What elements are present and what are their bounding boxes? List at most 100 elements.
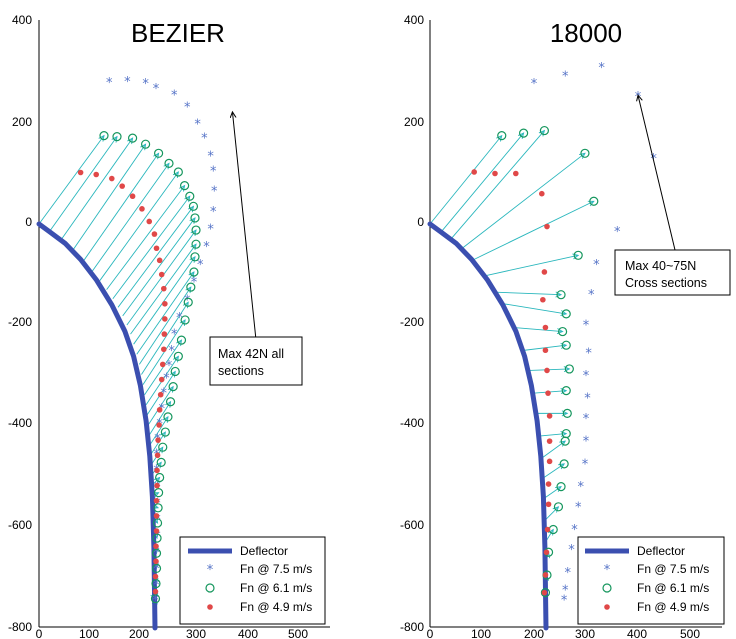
force-arrow: [149, 416, 169, 446]
force-arrow: [106, 185, 185, 290]
dot-marker: [158, 376, 165, 383]
circle-marker: [158, 442, 168, 452]
x-tick-label: 200: [129, 627, 149, 639]
dot-marker: [154, 452, 161, 459]
dot-marker: [545, 481, 552, 487]
dot-marker: [153, 528, 160, 534]
circle-marker: [556, 290, 566, 300]
dot-marker: [109, 175, 115, 182]
force-arrow: [147, 386, 174, 426]
circle-marker: [151, 548, 162, 558]
annotation-arrow: [638, 95, 676, 251]
star-marker: *: [153, 579, 160, 594]
circle-marker: [168, 382, 178, 392]
star-marker: *: [166, 359, 173, 374]
circle-marker: [561, 340, 571, 350]
star-marker: *: [106, 76, 113, 91]
x-tick-label: 0: [427, 627, 434, 639]
force-arrow: [486, 254, 579, 276]
dot-marker: [542, 572, 549, 578]
legend-bezier: Deflector * Fn @ 7.5 m/s Fn @ 6.1 m/s Fn…: [179, 536, 326, 625]
dot-marker: [542, 324, 549, 331]
circle-marker: [154, 148, 164, 158]
legend-deflector-label: Deflector: [240, 544, 288, 558]
plot-area-18000: **********************: [427, 61, 676, 631]
dot-marker: [161, 346, 167, 353]
star-marker: *: [571, 523, 578, 538]
star-marker: *: [194, 118, 201, 133]
force-arrow: [148, 401, 171, 436]
legend-deflector-label: Deflector: [637, 544, 685, 558]
circle-marker: [589, 196, 599, 206]
dot-marker: [471, 169, 478, 175]
dot-marker: [146, 218, 153, 225]
force-arrow: [117, 206, 194, 308]
x-tick-label: 300: [575, 627, 595, 639]
x-tick-label: 0: [36, 627, 43, 639]
dot-marker: [77, 169, 84, 176]
y-tick-label: -800: [8, 620, 32, 634]
legend-fn49-label: Fn @ 4.9 m/s: [240, 600, 312, 614]
circle-marker: [190, 252, 200, 262]
star-marker: *: [598, 61, 605, 76]
circle-marker: [562, 408, 572, 418]
star-marker: *: [203, 240, 210, 255]
circle-marker: [152, 533, 162, 543]
circle-marker: [553, 502, 564, 512]
circle-marker: [156, 457, 166, 467]
circle-marker: [173, 167, 183, 177]
x-tick-label: 500: [288, 627, 308, 639]
legend-star-swatch: *: [207, 563, 214, 578]
star-marker: *: [588, 288, 595, 303]
dot-marker: [153, 558, 159, 565]
circle-marker: [564, 364, 574, 374]
annotation-arrow: [232, 112, 257, 341]
circle-marker: [190, 213, 200, 223]
dot-marker: [153, 497, 160, 504]
legend-fn61-label: Fn @ 6.1 m/s: [240, 581, 312, 595]
legend-circle-swatch: [205, 583, 215, 593]
star-marker: *: [154, 513, 161, 528]
star-marker: *: [184, 293, 191, 308]
circle-marker: [151, 578, 161, 589]
legend-dot-swatch: [207, 604, 213, 610]
y-tick-label: 200: [404, 115, 424, 129]
force-arrow: [49, 136, 118, 232]
legend-fn75-label: Fn @ 7.5 m/s: [240, 562, 312, 576]
dot-marker: [544, 526, 551, 533]
circle-marker: [176, 335, 187, 345]
force-arrow: [474, 200, 594, 260]
dot-marker: [154, 467, 160, 474]
legend-fn49-label: Fn @ 4.9 m/s: [637, 600, 709, 614]
star-marker: *: [184, 100, 191, 115]
legend-star-swatch: *: [604, 563, 611, 578]
circle-marker: [573, 250, 583, 260]
y-tick-label: -200: [8, 315, 32, 329]
dot-marker: [542, 347, 549, 354]
dot-marker: [545, 390, 551, 396]
star-marker: *: [211, 185, 218, 200]
force-arrow: [99, 171, 179, 281]
star-marker: *: [171, 328, 178, 343]
dot-marker: [93, 171, 99, 178]
circle-marker: [154, 488, 164, 498]
circle-marker: [580, 148, 590, 158]
circle-marker: [165, 397, 176, 407]
force-arrow: [142, 319, 186, 385]
circle-marker: [539, 125, 550, 136]
annotation-line: Max 40~75N: [625, 259, 696, 273]
force-arrow: [503, 303, 567, 315]
circle-marker: [186, 282, 196, 292]
force-arrow: [72, 143, 146, 251]
star-marker: *: [207, 149, 214, 164]
circle-marker: [180, 315, 190, 325]
x-tick-label: 300: [186, 627, 206, 639]
force-arrow: [38, 135, 105, 225]
y-tick-label: 400: [12, 13, 32, 27]
dot-marker: [541, 589, 548, 596]
force-arrow: [441, 132, 524, 232]
star-marker: *: [124, 75, 131, 90]
y-ticks: -800 -600 -400 -200 0 200 400: [8, 13, 32, 634]
dot-marker: [139, 206, 145, 212]
